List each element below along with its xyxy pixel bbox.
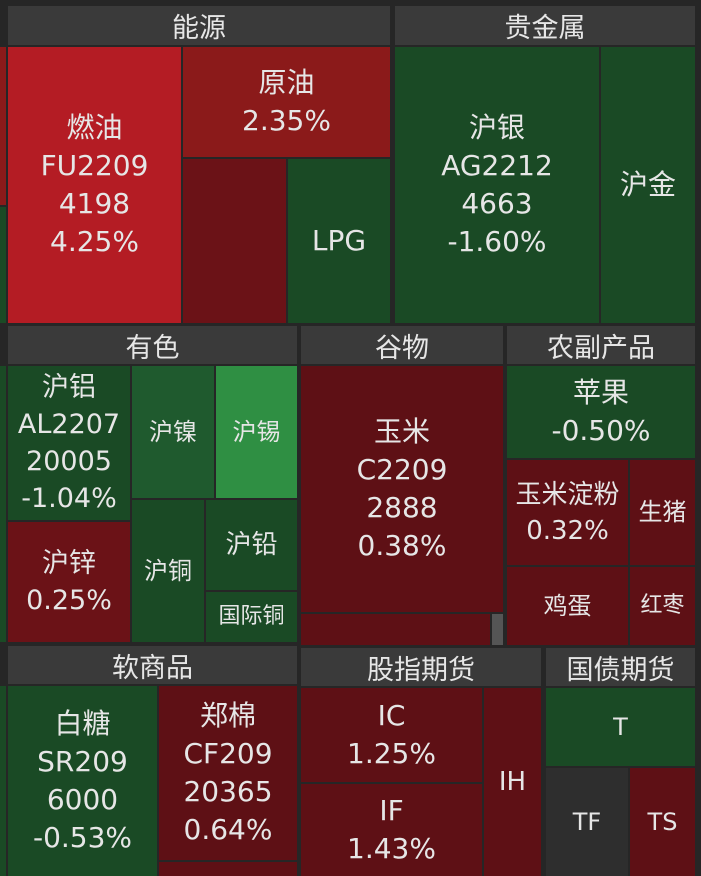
tile[interactable]: 沪金	[601, 47, 695, 323]
tile-name: 郑棉	[199, 699, 256, 732]
tile-name: 生猪	[638, 498, 687, 526]
tile-price: 4198	[58, 187, 131, 220]
sector-header: 有色	[8, 326, 297, 364]
tile[interactable]: IC 1.25%	[301, 688, 482, 782]
tile[interactable]: 燃油 FU2209 4198 4.25%	[8, 47, 181, 323]
edge-tile	[0, 366, 6, 642]
tile-change: -0.53%	[32, 821, 133, 854]
tile-name: 白糖	[54, 707, 111, 740]
tile-name: 沪银	[468, 111, 525, 144]
tile-code: SR209	[37, 745, 128, 778]
tile[interactable]: TS	[630, 768, 695, 876]
tile-change: 1.43%	[347, 832, 436, 865]
tile-change: 2.35%	[242, 104, 331, 137]
tile-name: IH	[498, 767, 527, 797]
tile-name: 沪镍	[149, 417, 197, 446]
tile-name: 燃油	[66, 111, 123, 144]
tile-change: 0.38%	[357, 529, 447, 562]
tile-code: C2209	[356, 453, 448, 486]
empty-tile	[183, 159, 286, 323]
tile-change: -1.60%	[447, 225, 547, 258]
tile[interactable]: 沪镍	[132, 366, 214, 498]
tile[interactable]: IH	[484, 688, 541, 876]
empty-tile	[301, 614, 490, 645]
tile-name: 沪锡	[232, 417, 281, 446]
tile-name: T	[613, 712, 628, 741]
tile-change: 0.64%	[183, 813, 273, 846]
tile-name: 原油	[258, 66, 315, 99]
tile-name: 沪锌	[42, 548, 96, 579]
tile-name: TF	[572, 807, 602, 836]
sector-header: 农副产品	[507, 326, 695, 364]
tile[interactable]: 生猪	[630, 460, 695, 565]
tile-change: -0.50%	[551, 414, 651, 447]
tile-price: 6000	[46, 783, 119, 816]
tile-name: 沪铝	[42, 372, 96, 403]
edge-tile	[0, 686, 6, 876]
sector-header: 股指期货	[301, 648, 541, 686]
tile-name: 玉米	[373, 415, 430, 448]
edge-tile	[0, 47, 6, 205]
tile-change: 0.32%	[526, 515, 609, 546]
tile[interactable]: 苹果 -0.50%	[507, 366, 695, 458]
tile[interactable]: 玉米 C2209 2888 0.38%	[301, 366, 503, 612]
tile-name: IC	[377, 699, 406, 732]
tile-name: TS	[647, 807, 678, 836]
tile-price: 20005	[26, 446, 112, 477]
tile-price: 20365	[183, 775, 273, 808]
tile[interactable]: 沪银 AG2212 4663 -1.60%	[395, 47, 599, 323]
tile[interactable]: 沪铜	[132, 500, 204, 642]
sector-header: 软商品	[8, 646, 297, 684]
tile-name: 苹果	[572, 376, 629, 409]
sector-header: 能源	[8, 6, 390, 45]
tile-name: 鸡蛋	[543, 591, 592, 620]
tile[interactable]: LPG	[288, 159, 390, 323]
tile[interactable]: 沪锌 0.25%	[8, 522, 130, 642]
tile-code: AL2207	[17, 409, 121, 440]
tile-name: 玉米淀粉	[515, 479, 620, 510]
tile[interactable]: 沪铝 AL2207 20005 -1.04%	[8, 366, 130, 520]
tile-change: -1.04%	[21, 483, 117, 514]
edge-tile	[0, 207, 6, 323]
tile-name: 沪铅	[225, 530, 278, 560]
sector-header: 国债期货	[546, 648, 695, 686]
tile[interactable]: IF 1.43%	[301, 784, 482, 876]
tile[interactable]: 国际铜	[206, 592, 297, 642]
tile[interactable]: 鸡蛋	[507, 567, 628, 645]
tile-change: 4.25%	[50, 225, 139, 258]
tile-name: LPG	[311, 224, 367, 257]
tile[interactable]: T	[546, 688, 695, 766]
tile-price: 4663	[461, 187, 533, 220]
empty-tile	[492, 614, 503, 645]
tile-name: 红枣	[640, 593, 685, 618]
tile-code: CF209	[183, 737, 273, 770]
tile-name: 国际铜	[218, 604, 285, 629]
tile[interactable]: 玉米淀粉 0.32%	[507, 460, 628, 565]
tile-name: IF	[379, 794, 404, 827]
sector-header: 贵金属	[395, 6, 695, 45]
tile[interactable]: 沪锡	[216, 366, 297, 498]
tile[interactable]: TF	[546, 768, 628, 876]
empty-tile	[159, 862, 297, 876]
tile-name: 沪金	[619, 168, 676, 201]
tile[interactable]: 沪铅	[206, 500, 297, 590]
tile-change: 1.25%	[347, 737, 436, 770]
tile[interactable]: 原油 2.35%	[183, 47, 390, 157]
sector-header: 谷物	[301, 326, 503, 364]
tile[interactable]: 郑棉 CF209 20365 0.64%	[159, 686, 297, 860]
tile-change: 0.25%	[26, 585, 112, 616]
tile[interactable]: 白糖 SR209 6000 -0.53%	[8, 686, 157, 876]
tile-name: 沪铜	[144, 556, 192, 585]
tile-price: 2888	[366, 491, 438, 524]
tile[interactable]: 红枣	[630, 567, 695, 645]
tile-code: FU2209	[40, 149, 149, 182]
tile-code: AG2212	[441, 149, 553, 182]
